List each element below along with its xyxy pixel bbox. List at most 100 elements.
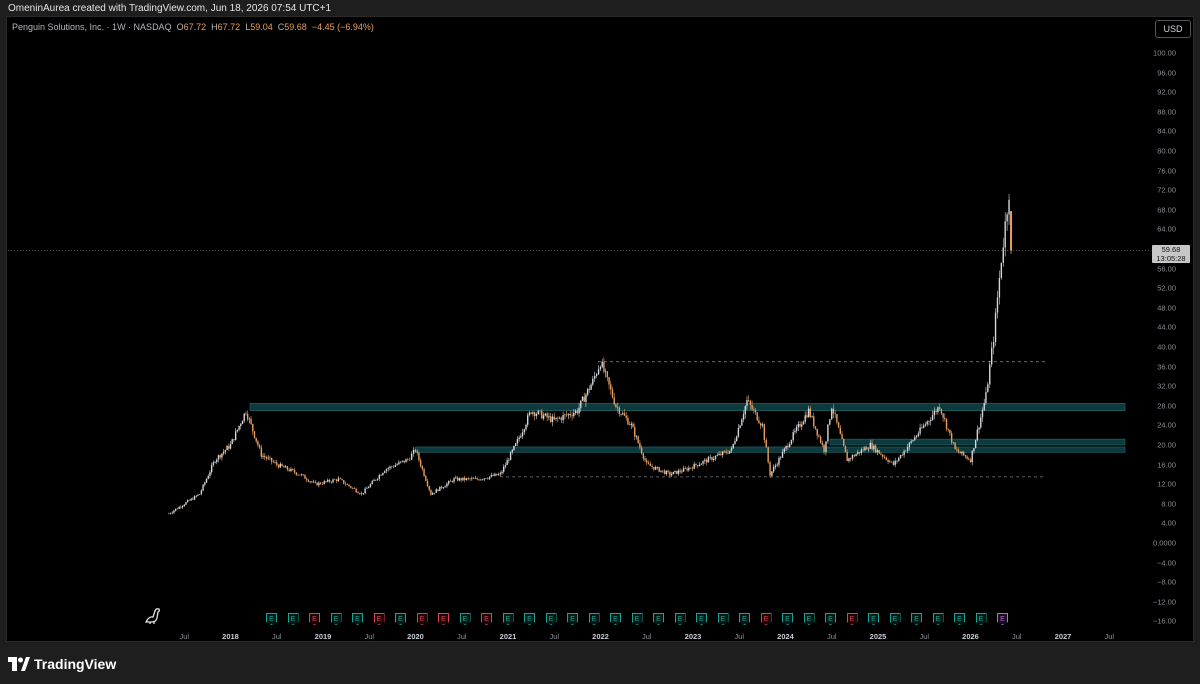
candle-body xyxy=(504,465,507,467)
candle-body xyxy=(419,460,422,467)
symbol-title[interactable]: Penguin Solutions, Inc. · 1W · NASDAQ xyxy=(12,22,172,32)
time-axis[interactable]: Jul 2018 Jul 2019 Jul 2020 Jul 2021 Jul 2022 Jul 20… xyxy=(6,628,1156,642)
price-axis[interactable]: 100.00 96.00 92.00 88.00 84.00 80.00 76.00 72.0… xyxy=(1150,40,1194,640)
earnings-marker-icon[interactable]: E xyxy=(502,613,514,625)
earnings-marker-icon[interactable]: E xyxy=(567,613,578,625)
candle-body xyxy=(462,477,464,481)
candle-body xyxy=(734,441,736,444)
candle-body xyxy=(919,427,921,434)
candle-body xyxy=(809,408,812,417)
candle-body xyxy=(903,450,905,456)
candle-body xyxy=(387,468,389,470)
earnings-marker-icon[interactable]: E xyxy=(954,613,965,625)
earnings-marker-icon[interactable]: E xyxy=(481,613,492,625)
earnings-marker-icon[interactable]: E xyxy=(739,613,750,625)
earnings-marker-icon[interactable]: E xyxy=(395,613,406,625)
earnings-marker-icon[interactable]: E xyxy=(416,613,428,625)
candle-body xyxy=(573,412,575,417)
candle-body xyxy=(319,482,322,484)
earnings-marker-icon[interactable]: E xyxy=(782,613,793,625)
candle-body xyxy=(887,459,889,462)
earnings-marker-icon[interactable]: E xyxy=(717,613,729,625)
candle-body xyxy=(966,456,968,459)
earnings-marker-icon[interactable]: E xyxy=(803,613,815,625)
candle-body xyxy=(202,484,204,491)
candle-body xyxy=(952,442,955,444)
candle-body xyxy=(950,433,953,443)
earnings-marker-icon[interactable]: E xyxy=(997,613,1008,625)
candle-body xyxy=(767,447,769,463)
earnings-marker-icon[interactable]: E xyxy=(287,613,299,625)
price-tick: 84.00 xyxy=(1157,126,1176,136)
earnings-marker-icon[interactable]: E xyxy=(330,613,342,625)
candle-body xyxy=(601,361,603,367)
candle-body xyxy=(921,427,923,428)
candle-body xyxy=(355,488,357,493)
candle-body xyxy=(642,453,645,459)
candle-body xyxy=(940,409,943,414)
earnings-marker-icon[interactable]: E xyxy=(868,613,879,625)
earnings-marker-icon[interactable]: E xyxy=(373,613,385,625)
dinosaur-icon[interactable] xyxy=(143,605,163,625)
candle-body xyxy=(866,447,868,450)
candle-body xyxy=(269,457,271,459)
candle-body xyxy=(205,478,208,483)
candle-body xyxy=(746,400,748,407)
candle-body xyxy=(571,415,573,417)
time-tick-month: Jul xyxy=(826,632,837,641)
candle-body xyxy=(827,424,829,442)
earnings-marker-icon[interactable]: E xyxy=(266,613,277,625)
candle-body xyxy=(528,412,531,416)
candle-body xyxy=(382,472,384,475)
candle-body xyxy=(976,429,979,441)
tradingview-brand[interactable]: TradingView xyxy=(8,656,116,672)
candle-body xyxy=(497,474,500,476)
candle-body xyxy=(439,486,441,492)
candle-body xyxy=(732,443,734,449)
candle-body xyxy=(774,465,777,468)
candle-body xyxy=(425,476,427,481)
earnings-marker-icon[interactable]: E xyxy=(610,613,621,625)
earnings-marker-icon[interactable]: E xyxy=(932,613,944,625)
earnings-marker-icon[interactable]: E xyxy=(309,613,320,625)
candle-body xyxy=(769,462,771,476)
earnings-marker-icon[interactable]: E xyxy=(889,613,901,625)
candle-body xyxy=(876,450,879,453)
earnings-marker-icon[interactable]: E xyxy=(352,613,363,625)
candle-body xyxy=(480,479,482,481)
earnings-marker-icon[interactable]: E xyxy=(674,613,686,625)
earnings-marker-icon[interactable]: E xyxy=(459,613,471,625)
earnings-marker-icon[interactable]: E xyxy=(588,613,600,625)
earnings-marker-icon[interactable]: E xyxy=(438,613,449,625)
candle-body xyxy=(729,450,731,454)
earnings-marker-icon[interactable]: E xyxy=(545,613,557,625)
candle-body xyxy=(721,451,724,456)
candle-body xyxy=(492,474,494,476)
currency-button[interactable]: USD xyxy=(1155,20,1191,38)
candle-body xyxy=(446,483,448,487)
candle-body xyxy=(832,408,835,414)
candle-body xyxy=(435,489,437,493)
candle-body xyxy=(437,489,439,492)
candle-body xyxy=(700,463,703,465)
candle-body xyxy=(604,371,607,373)
earnings-marker-icon[interactable]: E xyxy=(653,613,664,625)
earnings-marker-icon[interactable]: E xyxy=(846,613,858,625)
candle-body xyxy=(366,488,368,489)
earnings-marker-icon[interactable]: E xyxy=(911,613,922,625)
earnings-marker-icon[interactable]: E xyxy=(975,613,987,625)
earnings-marker-icon[interactable]: E xyxy=(825,613,836,625)
candle-body xyxy=(945,418,948,429)
earnings-marker-icon[interactable]: E xyxy=(524,613,535,625)
candle-body xyxy=(423,469,425,477)
earnings-marker-icon[interactable]: E xyxy=(631,613,643,625)
earnings-marker-icon[interactable]: E xyxy=(760,613,772,625)
candle-body xyxy=(389,466,391,469)
candle-body xyxy=(867,448,870,450)
price-tick: 24.00 xyxy=(1157,420,1176,430)
earnings-marker-icon[interactable]: E xyxy=(696,613,707,625)
price-tick: 100.00 xyxy=(1153,48,1176,58)
time-tick-year: 2018 xyxy=(222,632,239,641)
candle-body xyxy=(440,486,443,489)
